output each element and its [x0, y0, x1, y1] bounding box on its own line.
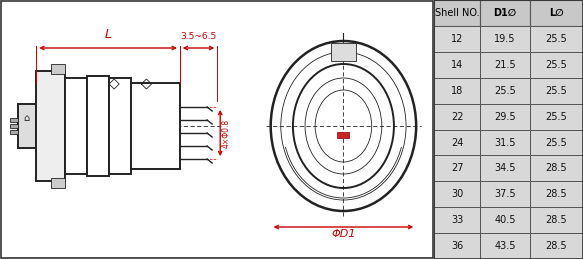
Bar [529, 207, 583, 233]
Text: 28.5: 28.5 [546, 163, 567, 173]
Text: 40.5: 40.5 [494, 215, 515, 225]
Bar [529, 181, 583, 207]
Bar [331, 43, 356, 61]
Text: 14: 14 [451, 60, 463, 70]
Bar [434, 207, 480, 233]
Text: 28.5: 28.5 [546, 215, 567, 225]
Bar [36, 71, 65, 181]
Bar [529, 104, 583, 130]
Bar [10, 130, 18, 134]
Text: 25.5: 25.5 [546, 138, 567, 147]
Text: L∅: L∅ [549, 8, 564, 18]
Bar [87, 76, 109, 176]
Bar [480, 26, 529, 52]
Text: 19.5: 19.5 [494, 34, 515, 44]
Text: 27: 27 [451, 163, 463, 173]
Text: 25.5: 25.5 [546, 60, 567, 70]
Text: 25.5: 25.5 [546, 86, 567, 96]
Bar [434, 130, 480, 155]
Bar [480, 52, 529, 78]
Text: 34.5: 34.5 [494, 163, 515, 173]
Bar [529, 130, 583, 155]
Text: 18: 18 [451, 86, 463, 96]
Bar [480, 233, 529, 259]
Text: 33: 33 [451, 215, 463, 225]
Text: 43.5: 43.5 [494, 241, 515, 251]
Bar [529, 155, 583, 181]
Text: 29.5: 29.5 [494, 112, 516, 122]
Bar [18, 104, 36, 148]
Bar [65, 78, 87, 174]
Bar [338, 132, 349, 138]
Text: 37.5: 37.5 [494, 189, 516, 199]
Bar [480, 0, 529, 26]
Bar [529, 52, 583, 78]
Bar [529, 0, 583, 26]
Text: 25.5: 25.5 [546, 34, 567, 44]
Bar [109, 78, 131, 174]
Text: ΦD1: ΦD1 [331, 229, 356, 239]
Text: 25.5: 25.5 [494, 86, 516, 96]
Bar [529, 26, 583, 52]
Bar [480, 130, 529, 155]
Bar [51, 64, 65, 74]
Text: D1∅: D1∅ [493, 8, 517, 18]
Bar [434, 181, 480, 207]
Text: 31.5: 31.5 [494, 138, 515, 147]
Bar [131, 83, 180, 169]
Text: Shell NO.: Shell NO. [435, 8, 480, 18]
Text: 4×Φ0.8: 4×Φ0.8 [221, 118, 230, 148]
Text: ⌂: ⌂ [23, 113, 29, 123]
Text: 21.5: 21.5 [494, 60, 516, 70]
Bar [434, 233, 480, 259]
Bar [434, 52, 480, 78]
Text: 22: 22 [451, 112, 463, 122]
Text: 25.5: 25.5 [546, 112, 567, 122]
Text: 28.5: 28.5 [546, 241, 567, 251]
Bar [434, 0, 480, 26]
Text: 28.5: 28.5 [546, 189, 567, 199]
Bar [434, 78, 480, 104]
Bar [480, 155, 529, 181]
Text: 3.5~6.5: 3.5~6.5 [180, 32, 216, 41]
Text: 30: 30 [451, 189, 463, 199]
Bar [480, 78, 529, 104]
Bar [529, 233, 583, 259]
Bar [10, 118, 18, 122]
Text: 12: 12 [451, 34, 463, 44]
Bar [434, 104, 480, 130]
Bar [10, 124, 18, 128]
Bar [480, 104, 529, 130]
Text: 24: 24 [451, 138, 463, 147]
Bar [51, 178, 65, 188]
Text: 36: 36 [451, 241, 463, 251]
Bar [434, 155, 480, 181]
Text: L: L [104, 28, 111, 41]
Bar [529, 78, 583, 104]
Bar [480, 207, 529, 233]
Bar [434, 26, 480, 52]
Bar [480, 181, 529, 207]
